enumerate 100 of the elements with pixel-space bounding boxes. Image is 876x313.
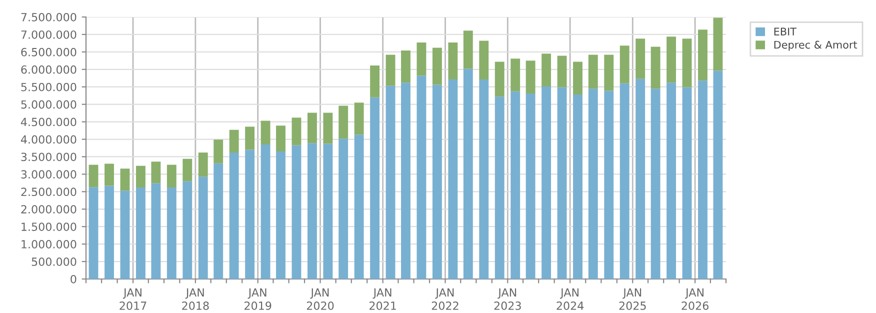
x-tick-label: JAN 2023 xyxy=(494,288,521,310)
y-tick-label: 5.000.000 xyxy=(21,100,76,109)
x-tick-label: JAN 2018 xyxy=(182,288,209,310)
y-tick-label: 3.000.000 xyxy=(21,170,76,179)
bar xyxy=(182,158,192,182)
bar xyxy=(526,94,536,279)
bar xyxy=(494,62,504,97)
bar xyxy=(338,106,348,139)
bar xyxy=(166,187,176,279)
bar xyxy=(557,87,567,279)
bar xyxy=(323,112,333,144)
bar xyxy=(229,130,239,153)
y-tick-label: 7.500.000 xyxy=(21,12,76,22)
bar xyxy=(88,187,98,279)
bar xyxy=(354,102,364,135)
bar xyxy=(229,152,239,279)
bar xyxy=(432,48,442,85)
bar xyxy=(542,54,552,87)
x-tick-label: JAN 2019 xyxy=(244,288,272,310)
bar xyxy=(448,80,458,279)
bar xyxy=(636,38,646,79)
y-tick-label: 4.500.000 xyxy=(20,118,76,126)
bar xyxy=(245,126,255,150)
bar xyxy=(104,186,114,279)
bar xyxy=(463,68,473,279)
bar xyxy=(338,138,348,279)
bar xyxy=(386,54,396,86)
bar xyxy=(370,97,380,279)
bar xyxy=(307,143,317,279)
bar xyxy=(682,87,692,279)
bar xyxy=(666,82,676,279)
bar xyxy=(401,82,410,279)
x-tick-label: JAN 2021 xyxy=(370,288,396,310)
x-tick-label: JAN 2017 xyxy=(120,288,146,310)
bar xyxy=(713,18,723,71)
bar xyxy=(182,181,192,279)
bar xyxy=(307,112,317,144)
bar xyxy=(620,83,630,279)
bar xyxy=(448,42,458,80)
x-tick-label: JAN 2024 xyxy=(556,288,584,310)
bar xyxy=(494,96,504,279)
bar xyxy=(682,38,692,88)
bar xyxy=(386,86,396,279)
bar xyxy=(479,40,489,80)
x-tick-label: JAN 2025 xyxy=(619,288,646,310)
bar xyxy=(479,80,489,279)
y-tick-label: 2.000.000 xyxy=(21,205,76,214)
bar xyxy=(666,36,676,83)
x-tick-label: JAN 2026 xyxy=(682,288,708,310)
bar xyxy=(292,118,302,146)
bar xyxy=(636,78,646,279)
bar xyxy=(198,176,208,279)
bar xyxy=(104,164,114,186)
bar xyxy=(260,144,270,279)
y-tick-label: 2.500.000 xyxy=(21,188,76,196)
bar xyxy=(588,54,598,89)
bar xyxy=(432,84,442,279)
x-tick-label: JAN 2022 xyxy=(432,288,458,310)
bar xyxy=(557,56,567,88)
y-tick-label: 500.000 xyxy=(32,258,76,266)
bar xyxy=(276,151,286,279)
bar xyxy=(620,46,630,84)
bar xyxy=(136,187,146,279)
bar xyxy=(323,144,333,279)
bar xyxy=(542,86,552,279)
y-tick-label: 7.000.000 xyxy=(21,30,76,39)
x-tick-label: JAN 2020 xyxy=(306,288,334,310)
bar xyxy=(650,88,660,279)
bar xyxy=(650,46,660,89)
bar xyxy=(698,30,708,81)
legend-label: EBIT xyxy=(774,28,797,36)
bar xyxy=(463,30,473,69)
bar xyxy=(292,145,302,279)
bar xyxy=(401,50,410,83)
bar xyxy=(198,152,208,177)
bar xyxy=(276,126,286,152)
bar xyxy=(151,183,161,279)
bar xyxy=(166,164,176,188)
bar xyxy=(573,94,582,279)
y-tick-label: 3.500.000 xyxy=(21,152,76,162)
bar xyxy=(260,120,270,145)
y-tick-label: 1.500.000 xyxy=(22,222,76,231)
y-tick-label: 0 xyxy=(70,274,76,284)
y-tick-label: 6.500.000 xyxy=(21,48,76,56)
bar xyxy=(151,162,161,184)
bar xyxy=(88,164,98,188)
bar xyxy=(120,190,130,279)
bar xyxy=(354,134,364,279)
bar xyxy=(416,76,426,279)
bar xyxy=(510,91,520,279)
bar xyxy=(214,140,224,164)
y-tick-label: 5.500.000 xyxy=(21,82,76,92)
bar xyxy=(510,58,520,92)
bar xyxy=(573,62,582,95)
bar xyxy=(713,70,723,279)
bar xyxy=(120,168,130,191)
bar xyxy=(416,42,426,76)
bar xyxy=(588,88,598,279)
bar xyxy=(604,90,614,279)
y-tick-label: 6.000.000 xyxy=(21,65,76,74)
